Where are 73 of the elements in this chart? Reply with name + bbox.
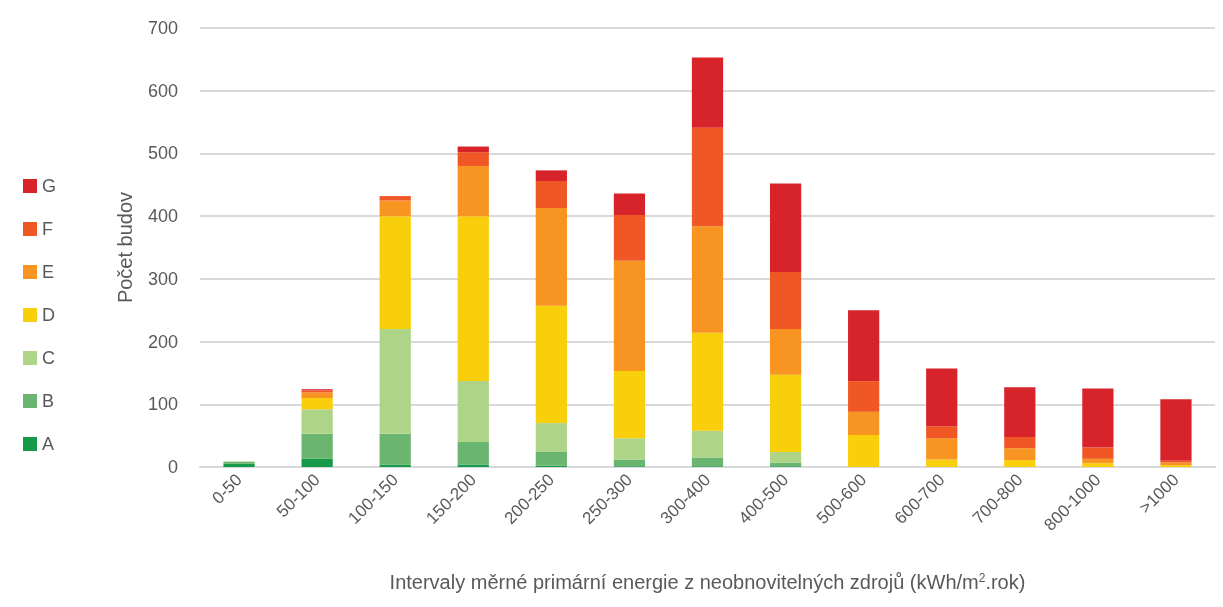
- bar: [1004, 460, 1036, 467]
- bar: [1004, 387, 1036, 437]
- y-tick-label: 400: [147, 206, 178, 227]
- bar: [691, 430, 724, 458]
- bar: [379, 329, 411, 434]
- bar: [691, 332, 724, 431]
- bar: [1082, 458, 1114, 464]
- bar: [926, 438, 958, 460]
- legend-label: C: [42, 348, 55, 368]
- bar: [1160, 399, 1192, 461]
- bar: [769, 271, 802, 330]
- bar: [769, 374, 802, 452]
- bar: [613, 193, 646, 215]
- bar: [379, 216, 411, 330]
- bar: [535, 305, 567, 424]
- bar: [301, 409, 333, 434]
- bar: [379, 464, 411, 467]
- bar: [301, 398, 333, 410]
- bar: [1082, 463, 1114, 467]
- legend-label: G: [42, 176, 57, 196]
- bar: [613, 438, 646, 460]
- bar: [1082, 447, 1114, 459]
- bar: [1004, 448, 1036, 461]
- bar: [457, 441, 489, 465]
- legend-label: A: [42, 434, 55, 454]
- bar: [535, 451, 567, 466]
- bar: [457, 381, 489, 442]
- bar: [535, 181, 567, 208]
- bar: [926, 368, 958, 427]
- y-tick-label: 600: [147, 80, 178, 101]
- bar: [769, 451, 802, 463]
- bar: [301, 433, 333, 459]
- y-axis-title: Počet budov: [114, 191, 136, 304]
- bar: [379, 196, 411, 201]
- y-tick-label: 700: [147, 18, 178, 38]
- bar: [848, 381, 880, 412]
- bar: [691, 226, 724, 333]
- bar: [691, 127, 724, 227]
- bar: [848, 310, 880, 382]
- bar: [613, 371, 646, 439]
- bar: [1082, 388, 1114, 448]
- y-tick-label: 100: [147, 394, 178, 415]
- bar: [926, 459, 958, 467]
- bar: [926, 426, 958, 439]
- bar: [613, 459, 646, 467]
- bar: [613, 214, 646, 261]
- bar: [691, 457, 724, 467]
- y-tick-label: 300: [147, 268, 178, 289]
- legend-label: F: [42, 219, 53, 239]
- bar: [1004, 436, 1036, 449]
- bar: [535, 423, 567, 452]
- bar: [769, 329, 802, 375]
- y-tick-label: 500: [147, 143, 178, 164]
- legend-label: E: [42, 262, 55, 282]
- bar: [457, 216, 489, 382]
- bar: [535, 207, 567, 306]
- bar: [379, 200, 411, 217]
- bar: [848, 435, 880, 467]
- bar: [379, 433, 411, 465]
- bar: [457, 152, 489, 166]
- legend-label: B: [42, 391, 55, 411]
- bar: [457, 165, 489, 217]
- y-tick-label: 200: [147, 331, 178, 352]
- bar: [691, 57, 724, 128]
- bar: [301, 392, 333, 399]
- bar: [457, 464, 489, 467]
- bar: [535, 170, 567, 182]
- bar: [301, 458, 333, 467]
- legend-label: D: [42, 305, 55, 325]
- y-tick-label: 0: [167, 457, 178, 477]
- bar: [848, 411, 880, 436]
- bar: [769, 183, 802, 272]
- bar: [613, 260, 646, 372]
